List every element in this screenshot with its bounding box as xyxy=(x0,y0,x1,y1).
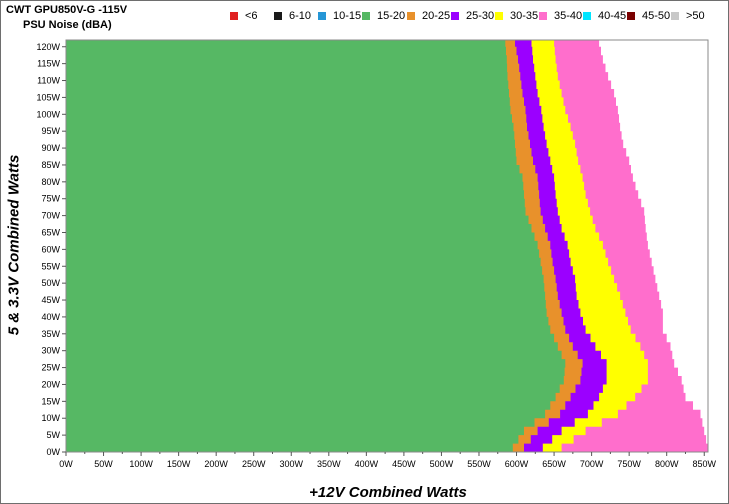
x-tick-label: 200W xyxy=(204,459,228,469)
y-tick-label: 95W xyxy=(41,126,60,136)
y-tick-label: 45W xyxy=(41,295,60,305)
chart-subtitle: PSU Noise (dBA) xyxy=(23,19,112,31)
legend-label: 10-15 xyxy=(333,10,362,22)
y-tick-label: 15W xyxy=(41,396,60,406)
y-tick-label: 50W xyxy=(41,278,60,288)
x-tick-label: 350W xyxy=(317,459,341,469)
x-tick-label: 400W xyxy=(355,459,379,469)
legend-label: 45-50 xyxy=(642,10,671,22)
legend-label: 20-25 xyxy=(422,10,451,22)
y-tick-label: 30W xyxy=(41,346,60,356)
y-tick-label: 80W xyxy=(41,177,60,187)
legend-swatch xyxy=(539,12,547,20)
y-tick-label: 90W xyxy=(41,143,60,153)
y-tick-label: 120W xyxy=(36,42,60,52)
x-axis: 0W 50W 100W 150W 200W 250W 300W 350W 400W 450W 500… xyxy=(59,452,717,469)
legend-label: 40-45 xyxy=(598,10,627,22)
x-tick-label: 300W xyxy=(280,459,304,469)
x-tick-label: 500W xyxy=(430,459,454,469)
x-tick-label: 50W xyxy=(94,459,113,469)
legend-label: >50 xyxy=(686,10,705,22)
y-tick-label: 25W xyxy=(41,363,60,373)
y-tick-label: 35W xyxy=(41,329,60,339)
y-tick-label: 110W xyxy=(37,76,60,86)
x-tick-label: 650W xyxy=(542,459,566,469)
y-tick-label: 20W xyxy=(41,379,60,389)
x-tick-label: 800W xyxy=(655,459,679,469)
y-tick-label: 65W xyxy=(41,227,60,237)
y-tick-label: 0W xyxy=(47,447,61,457)
x-tick-label: 250W xyxy=(242,459,266,469)
legend-label: <6 xyxy=(245,10,258,22)
y-tick-label: 70W xyxy=(41,211,60,221)
y-tick-label: 55W xyxy=(41,261,60,271)
legend-swatch xyxy=(627,12,635,20)
y-tick-label: 115W xyxy=(37,59,60,69)
y-tick-label: 75W xyxy=(41,194,60,204)
y-tick-label: 105W xyxy=(36,92,60,102)
chart-title: CWT GPU850V-G -115V xyxy=(6,4,128,16)
x-axis-label: +12V Combined Watts xyxy=(309,484,467,501)
x-tick-label: 150W xyxy=(167,459,191,469)
y-tick-label: 85W xyxy=(41,160,60,170)
legend-label: 30-35 xyxy=(510,10,539,22)
y-tick-label: 100W xyxy=(36,109,60,119)
y-tick-label: 5W xyxy=(47,430,61,440)
x-tick-label: 600W xyxy=(505,459,529,469)
legend-swatch xyxy=(451,12,459,20)
legend-swatch xyxy=(671,12,679,20)
legend-swatch xyxy=(318,12,326,20)
legend-label: 35-40 xyxy=(554,10,583,22)
x-tick-label: 100W xyxy=(129,459,153,469)
x-tick-label: 550W xyxy=(467,459,491,469)
legend-swatch xyxy=(362,12,370,20)
legend-label: 6-10 xyxy=(289,10,312,22)
y-tick-label: 60W xyxy=(41,244,60,254)
x-tick-label: 750W xyxy=(617,459,641,469)
legend-swatch xyxy=(230,12,238,20)
y-tick-label: 40W xyxy=(41,312,60,322)
x-tick-label: 850W xyxy=(692,459,716,469)
y-axis: 0W 5W 10W 15W 20W 25W 30W 35W 40W 45W 50W 55W 60W 65W… xyxy=(36,42,66,457)
legend-swatch xyxy=(583,12,591,20)
legend-swatch xyxy=(274,12,282,20)
plot-border xyxy=(65,39,709,453)
noise-band-15-20 xyxy=(66,40,566,452)
legend-label: 15-20 xyxy=(377,10,406,22)
x-tick-label: 700W xyxy=(580,459,604,469)
x-tick-label: 0W xyxy=(59,459,73,469)
legend-swatch xyxy=(495,12,503,20)
x-tick-label: 450W xyxy=(392,459,416,469)
legend-swatch xyxy=(407,12,415,20)
legend-label: 25-30 xyxy=(466,10,495,22)
y-tick-label: 10W xyxy=(41,413,60,423)
